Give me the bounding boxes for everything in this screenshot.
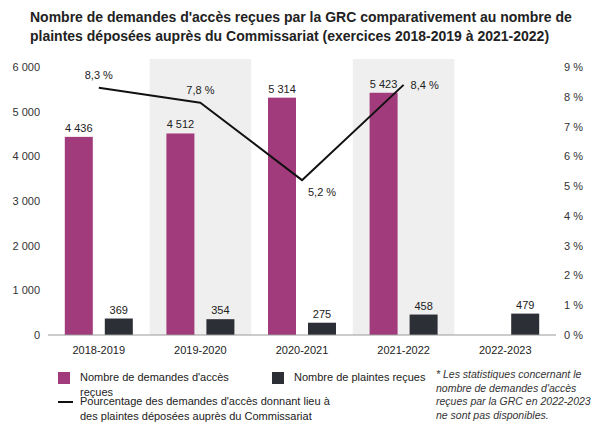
marks: [65, 85, 539, 335]
bar: [370, 93, 398, 335]
bar: [206, 319, 234, 335]
x-tick-label: 2022-2023: [479, 344, 532, 356]
x-axis-line: [48, 335, 556, 336]
legend-swatch: [58, 401, 73, 403]
y-tick-label: 4 000: [12, 150, 40, 162]
y2-tick-label: 8 %: [564, 91, 583, 103]
bar-label: 369: [110, 304, 128, 316]
bar-label: 5 314: [268, 83, 296, 95]
band: [353, 59, 455, 335]
y2-tick-label: 6 %: [564, 150, 583, 162]
line: [99, 85, 404, 180]
bar-label: 4 436: [65, 122, 93, 134]
y-tick-label: 6 000: [12, 61, 40, 73]
y2-tick-label: 3 %: [564, 240, 583, 252]
line-label: 7,8 %: [186, 84, 214, 96]
y2-tick-label: 1 %: [564, 299, 583, 311]
bar-label: 275: [313, 308, 331, 320]
y-tick-label: 0: [34, 329, 40, 341]
bar-label: 354: [211, 304, 229, 316]
line-label: 8,4 %: [411, 79, 439, 91]
legend-swatch: [272, 372, 284, 384]
x-tick-label: 2019-2020: [174, 344, 227, 356]
y2-tick-label: 4 %: [564, 210, 583, 222]
bar: [308, 323, 336, 335]
data-labels: 4 436 4 512 5 314 5 423 369 354 275 458 479 8,3 %…: [65, 69, 534, 320]
title: Nombre de demandes d'accès reçues par la…: [30, 8, 590, 46]
line-label: 8,3 %: [85, 69, 113, 81]
bar: [166, 133, 194, 335]
y-tick-label: 3 000: [12, 195, 40, 207]
bar: [268, 98, 296, 335]
bar-label: 5 423: [370, 78, 398, 90]
bar: [105, 319, 133, 335]
y2-tick-label: 0 %: [564, 329, 583, 341]
line-label: 5,2 %: [308, 186, 336, 198]
footnote: * Les statistiques concernant le nombre …: [436, 368, 596, 422]
band: [150, 59, 252, 335]
bar: [410, 315, 438, 335]
legend-swatch: [58, 372, 70, 384]
bar-label: 479: [516, 299, 534, 311]
y-tick-label: 5 000: [12, 106, 40, 118]
x-tick-label: 2020-2021: [276, 344, 329, 356]
y2-tick-label: 2 %: [564, 269, 583, 281]
x-tick-label: 2018-2019: [72, 344, 125, 356]
y2-tick-label: 5 %: [564, 180, 583, 192]
y-tick-label: 2 000: [12, 240, 40, 252]
bar: [65, 137, 93, 335]
y2-tick-label: 9 %: [564, 61, 583, 73]
bar-label: 458: [414, 300, 432, 312]
y2-tick-label: 7 %: [564, 121, 583, 133]
bar: [511, 314, 539, 335]
chart-root: 0 1 000 2 000 3 000 4 000 5 000 6 000 0 % 1 % 2 %…: [0, 0, 600, 436]
y-tick-label: 1 000: [12, 284, 40, 296]
x-tick-label: 2021-2022: [377, 344, 430, 356]
legend-label: Pourcentage des demandes d'accès donnant…: [80, 394, 340, 424]
bar-label: 4 512: [167, 118, 195, 130]
